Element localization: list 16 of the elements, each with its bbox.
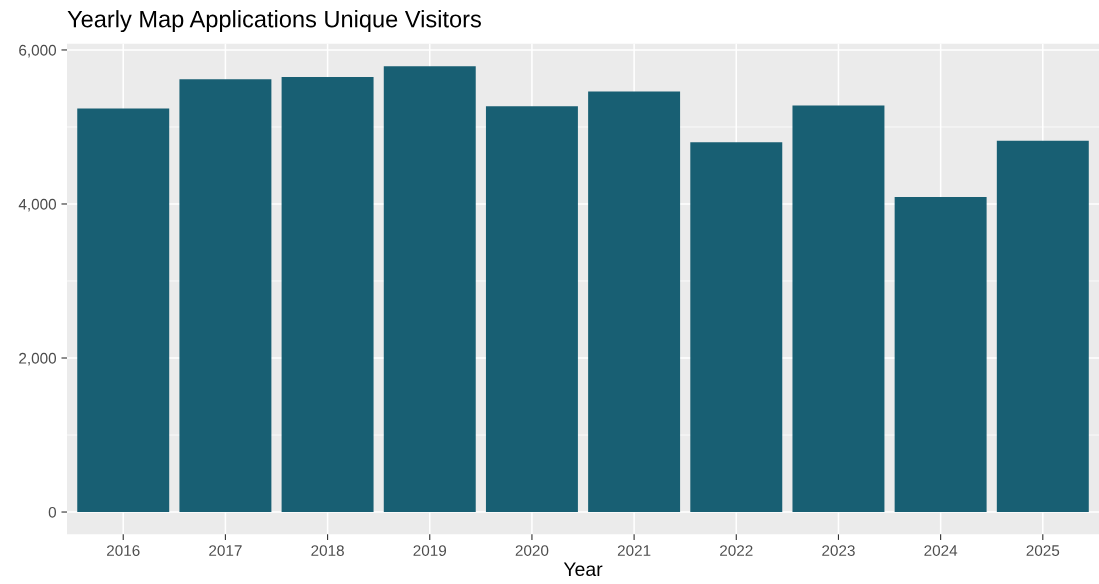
y-tick-label: 4,000 <box>18 198 57 212</box>
y-tick-label: 6,000 <box>19 44 57 58</box>
x-tick-label: 2024 <box>924 545 958 556</box>
chart-title: Yearly Map Applications Unique Visitors <box>67 10 481 33</box>
x-tick-label: 2018 <box>311 545 344 556</box>
x-tick-label: 2017 <box>209 545 242 556</box>
x-tick-label: 2020 <box>515 545 549 556</box>
x-tick-label: 2016 <box>107 545 140 556</box>
x-tick-label: 2021 <box>617 545 651 556</box>
x-tick-label: 2022 <box>720 545 753 556</box>
x-tick-label: 2025 <box>1026 545 1060 556</box>
x-tick-label: 2019 <box>413 545 447 556</box>
y-tick-label: 2,000 <box>19 352 57 366</box>
y-tick-label: 0 <box>48 506 57 518</box>
x-tick-label: 2023 <box>822 545 855 556</box>
x-axis-title: Year <box>563 562 603 577</box>
